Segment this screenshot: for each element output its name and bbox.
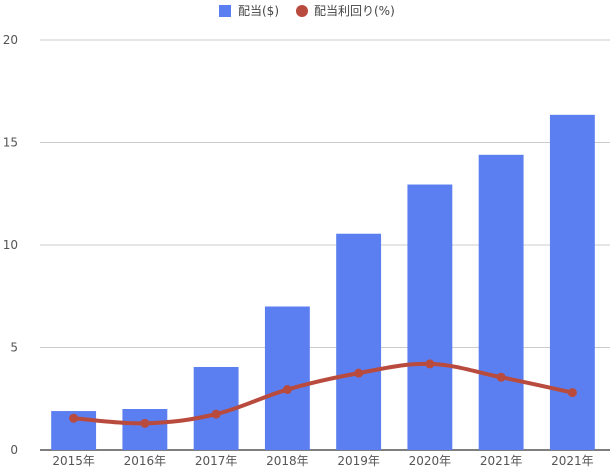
yield-point (354, 368, 364, 378)
x-tick-label: 2015年 (52, 454, 95, 468)
yield-point (425, 359, 435, 369)
y-tick-label: 0 (10, 443, 18, 457)
x-tick-label: 2017年 (195, 454, 238, 468)
yield-point (140, 418, 150, 428)
yield-point (211, 409, 221, 419)
x-tick-label: 2020年 (409, 454, 452, 468)
bar (549, 114, 595, 450)
x-axis-ticks: 2015年 2016年 2017年 2018年 2019年 2020年 2021年 2021年 (52, 454, 593, 468)
y-tick-label: 15 (3, 136, 18, 150)
x-tick-label: 2021年 (551, 454, 594, 468)
x-tick-label: 2016年 (124, 454, 167, 468)
grid (40, 39, 610, 451)
legend: 配当($) 配当利回り(%) (219, 4, 395, 18)
bar (264, 306, 310, 450)
bar (478, 154, 524, 451)
bars (51, 114, 595, 451)
y-tick-label: 20 (3, 33, 18, 47)
yield-point (496, 372, 506, 382)
bar (336, 233, 382, 450)
x-tick-label: 2021年 (480, 454, 523, 468)
x-tick-label: 2018年 (266, 454, 309, 468)
legend-label-yield: 配当利回り(%) (314, 4, 395, 18)
yield-line (71, 361, 575, 426)
yield-line-layer (69, 359, 577, 428)
bar (122, 409, 168, 450)
yield-point (567, 388, 577, 398)
bar (407, 184, 453, 450)
x-tick-label: 2019年 (337, 454, 380, 468)
y-tick-label: 10 (3, 238, 18, 252)
yield-point (69, 413, 79, 423)
legend-swatch-yield (296, 5, 308, 17)
yield-point (282, 385, 292, 395)
legend-label-dividend: 配当($) (238, 4, 279, 18)
legend-swatch-dividend (219, 5, 231, 17)
y-tick-label: 5 (10, 341, 18, 355)
y-axis-ticks: 0 5 10 15 20 (3, 33, 18, 457)
